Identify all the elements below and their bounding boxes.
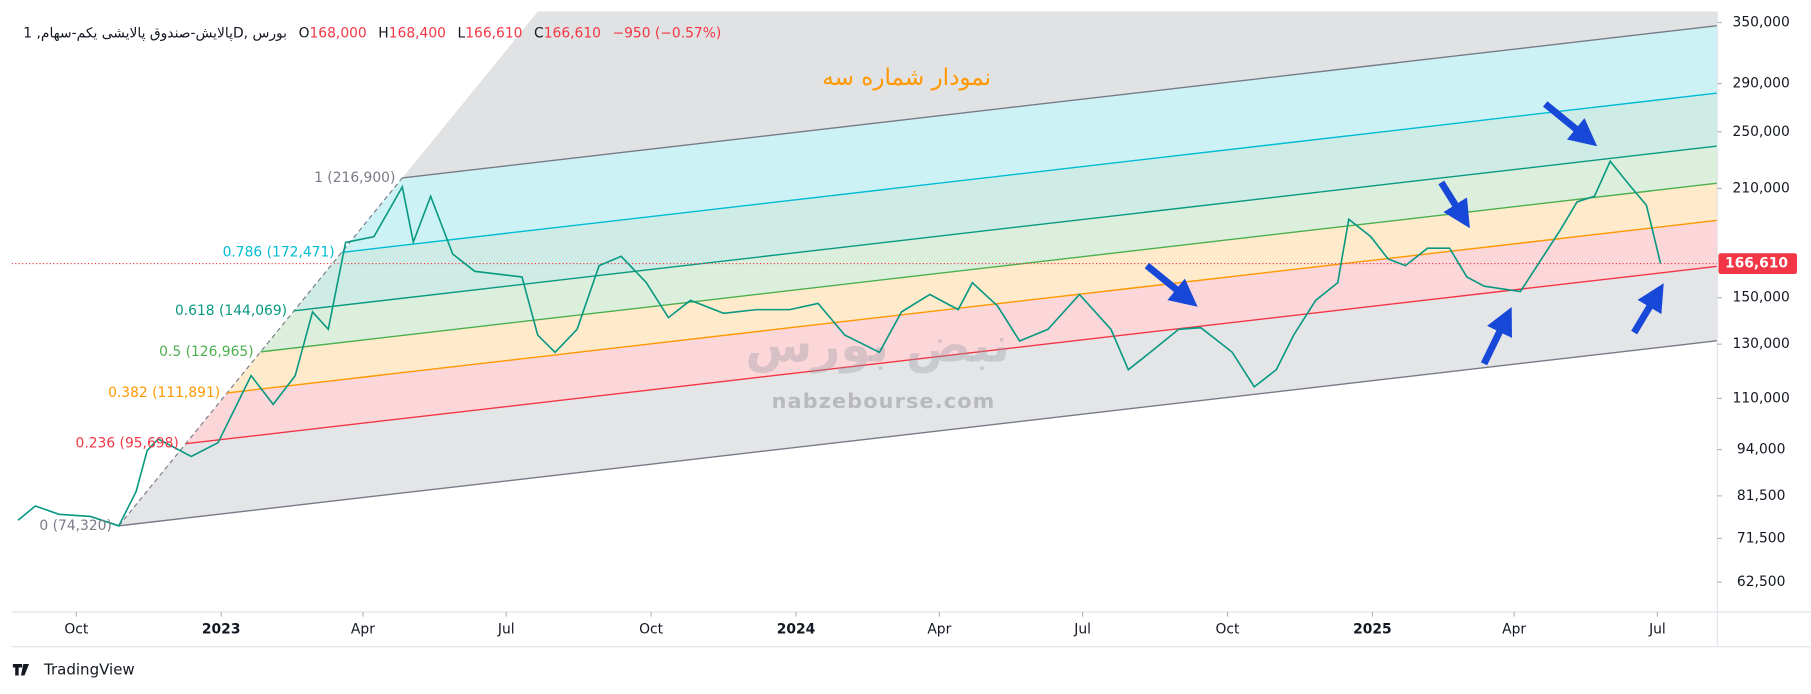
- watermark-logo: نبض بورس: [746, 318, 1010, 374]
- x-tick-label: Oct: [64, 621, 89, 637]
- x-tick-label: Apr: [1502, 621, 1526, 637]
- last-price-tag: [1718, 253, 1797, 274]
- fib-band: [185, 220, 1718, 444]
- annotation: نمودار شماره سه: [822, 65, 991, 91]
- fib-level-line: [260, 182, 1718, 353]
- ohlc-value: 168,400: [389, 25, 446, 41]
- ohlc-key: H: [378, 25, 388, 41]
- footer-logo: TradingView: [12, 660, 135, 678]
- last-price-label: 166,610: [1725, 256, 1788, 272]
- footer: TradingView: [43, 660, 135, 678]
- fib-band: [227, 183, 1718, 393]
- change: −950 (−0.57%): [612, 25, 721, 41]
- ohlc-value: 166,610: [465, 25, 522, 41]
- watermark-site: nabzebourse.com: [772, 389, 996, 413]
- fib-band: [294, 93, 1718, 311]
- arrow: [1144, 262, 1198, 307]
- arrows: [1144, 101, 1664, 366]
- x-tick-label: 2024: [777, 621, 816, 637]
- y-tick-label: 130,000: [1733, 336, 1790, 352]
- ohlc-key: C: [534, 25, 544, 41]
- fib-level-line: [402, 24, 1718, 179]
- fib-band: [260, 146, 1718, 352]
- fib-level-label: 0.618 (144,069): [175, 303, 287, 319]
- fib-level-line: [118, 340, 1718, 527]
- fib-level-line: [185, 265, 1718, 445]
- fib-level-line: [227, 219, 1718, 394]
- fib-level-label: 0.5 (126,965): [159, 344, 253, 360]
- fib-band: [341, 25, 1718, 253]
- y-tick-label: 94,000: [1737, 442, 1785, 458]
- y-tick-label: 250,000: [1733, 124, 1790, 140]
- x-tick-label: Apr: [351, 621, 375, 637]
- ohlc-value: 168,000: [309, 25, 366, 41]
- fib-level-label: 1 (216,900): [314, 170, 395, 186]
- y-tick-label: 81,500: [1737, 488, 1785, 504]
- y-tick-label: 62,500: [1737, 574, 1785, 590]
- fib-level-line: [341, 92, 1718, 254]
- x-tick-label: Jul: [1648, 621, 1666, 637]
- arrow: [1631, 283, 1664, 335]
- fib-diagonal: [118, 177, 403, 527]
- x-tick-label: 2023: [202, 621, 241, 637]
- ohlc-key: L: [458, 25, 466, 41]
- x-tick-label: Oct: [639, 621, 664, 637]
- y-tick-label: 350,000: [1733, 14, 1790, 30]
- x-tick-label: Jul: [497, 621, 515, 637]
- arrow: [1480, 307, 1512, 366]
- arrow: [1543, 101, 1598, 147]
- x-tick-label: 2025: [1353, 621, 1392, 637]
- fib-level-line: [293, 145, 1718, 312]
- logo-icon: [12, 663, 30, 676]
- y-tick-label: 150,000: [1733, 290, 1790, 306]
- ohlc-key: O: [299, 25, 310, 41]
- fib-level-label: 0 (74,320): [39, 518, 111, 534]
- y-tick-label: 110,000: [1733, 390, 1790, 406]
- fib-background: [118, 11, 1718, 526]
- fib-level-label: 0.236 (95,698): [76, 436, 179, 452]
- fib-band: [118, 266, 1718, 526]
- x-tick-label: Oct: [1216, 621, 1241, 637]
- price-line: [17, 159, 1662, 527]
- x-tick-label: Jul: [1073, 621, 1091, 637]
- x-tick-label: Apr: [927, 621, 951, 637]
- fib-level-label: 0.786 (172,471): [223, 244, 335, 260]
- ohlc-value: 166,610: [544, 25, 601, 41]
- plot-area: نبض بورس nabzebourse.com: [11, 11, 1718, 527]
- arrow: [1438, 180, 1470, 229]
- symbol: پالایش-صندوق پالایشی یکم-سهام, 1D, بورس: [23, 25, 287, 41]
- y-tick-label: 71,500: [1737, 530, 1785, 546]
- header: پالایش-صندوق پالایشی یکم-سهام, 1D, بورس O…: [23, 25, 721, 41]
- y-tick-label: 210,000: [1733, 180, 1790, 196]
- fib-level-label: 0.382 (111,891): [108, 385, 220, 401]
- y-tick-label: 290,000: [1733, 76, 1790, 92]
